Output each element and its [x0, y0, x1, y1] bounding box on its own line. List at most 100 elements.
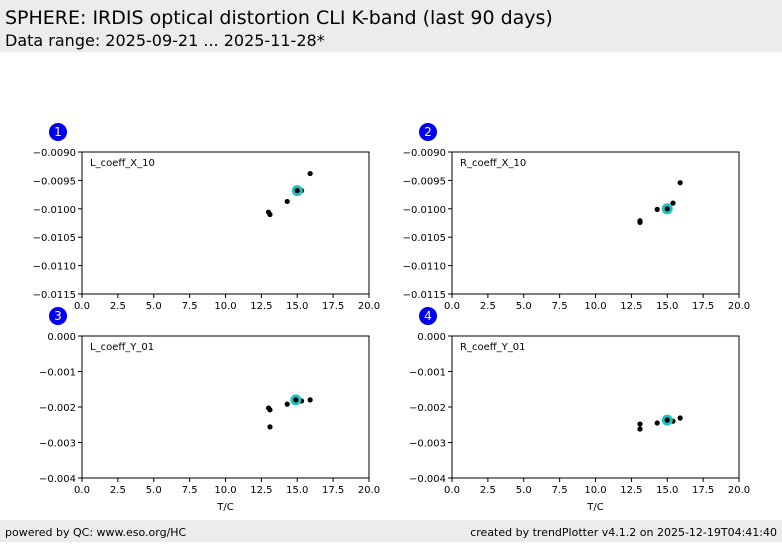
- x-tick-label: 10.0: [214, 301, 236, 312]
- footer-right: created by trendPlotter v4.1.2 on 2025-1…: [470, 526, 777, 539]
- x-tick-label: 12.5: [620, 485, 642, 496]
- plot-label: R_coeff_Y_01: [460, 342, 525, 353]
- x-tick-label: 20.0: [358, 301, 380, 312]
- highlight-center: [293, 397, 299, 403]
- footer-bar: [0, 520, 782, 542]
- highlight-center: [294, 188, 300, 194]
- data-point: [267, 407, 273, 413]
- x-tick-label: 20.0: [728, 301, 750, 312]
- y-tick-label: −0.0090: [33, 148, 76, 159]
- x-tick-label: 15.0: [656, 301, 678, 312]
- x-tick-label: 12.5: [250, 301, 272, 312]
- data-point: [267, 211, 273, 218]
- y-tick-label: −0.0110: [403, 262, 446, 273]
- x-tick-label: 17.5: [322, 301, 344, 312]
- x-tick-label: 12.5: [250, 485, 272, 496]
- data-point: [637, 426, 643, 432]
- data-point: [677, 180, 683, 186]
- x-tick-label: 5.0: [516, 301, 532, 312]
- data-point: [670, 200, 676, 206]
- y-tick-label: −0.0090: [403, 148, 446, 159]
- highlight-center: [664, 417, 670, 423]
- plot-label: L_coeff_X_10: [90, 158, 155, 169]
- data-point: [637, 421, 643, 427]
- panel-badge: [49, 123, 67, 141]
- y-tick-label: −0.001: [409, 368, 446, 379]
- x-tick-label: 5.0: [516, 485, 532, 496]
- highlight-center: [664, 206, 670, 212]
- y-tick-label: −0.003: [409, 439, 446, 450]
- plot-frame: [81, 335, 370, 479]
- x-tick-label: 2.5: [110, 485, 126, 496]
- y-tick-label: −0.001: [39, 368, 76, 379]
- x-tick-label: 7.5: [552, 301, 568, 312]
- x-tick-label: 15.0: [286, 485, 308, 496]
- x-tick-label: 15.0: [286, 301, 308, 312]
- x-tick-label: 0.0: [74, 485, 90, 496]
- x-tick-label: 0.0: [444, 301, 460, 312]
- data-point: [284, 401, 290, 407]
- x-tick-label: 15.0: [656, 485, 678, 496]
- panel-number: 4: [424, 309, 432, 323]
- x-tick-label: 2.5: [480, 301, 496, 312]
- panel-number: 3: [54, 309, 62, 323]
- header-bar: [0, 0, 782, 52]
- data-point: [307, 397, 313, 403]
- x-axis-label: T/C: [586, 502, 603, 513]
- y-tick-label: −0.0100: [403, 205, 446, 216]
- panel-badge: [419, 307, 437, 325]
- y-tick-label: −0.0115: [403, 290, 446, 301]
- x-axis-label: T/C: [216, 502, 233, 513]
- x-tick-label: 0.0: [444, 485, 460, 496]
- x-tick-label: 5.0: [146, 485, 162, 496]
- y-tick-label: −0.0110: [33, 262, 76, 273]
- panel-badge: [49, 307, 67, 325]
- y-tick-label: −0.0100: [33, 205, 76, 216]
- y-tick-label: −0.0105: [403, 233, 446, 244]
- y-tick-label: −0.0095: [33, 176, 76, 187]
- x-tick-label: 2.5: [480, 485, 496, 496]
- x-tick-label: 12.5: [620, 301, 642, 312]
- y-tick-label: 0.000: [417, 332, 446, 343]
- y-tick-label: 0.000: [47, 332, 76, 343]
- x-tick-label: 10.0: [584, 301, 606, 312]
- x-tick-label: 20.0: [358, 485, 380, 496]
- plot-frame: [451, 335, 740, 479]
- x-tick-label: 0.0: [74, 301, 90, 312]
- data-point: [267, 424, 273, 430]
- x-tick-label: 17.5: [322, 485, 344, 496]
- data-point: [637, 219, 643, 226]
- y-tick-label: −0.002: [409, 403, 446, 414]
- data-point: [654, 420, 660, 426]
- data-point: [307, 170, 313, 177]
- y-tick-label: −0.003: [39, 439, 76, 450]
- y-tick-label: −0.0115: [33, 290, 76, 301]
- data-point: [284, 198, 290, 205]
- plot-label: R_coeff_X_10: [460, 158, 526, 169]
- page-subtitle: Data range: 2025-09-21 ... 2025-11-28*: [5, 31, 325, 50]
- x-tick-label: 20.0: [728, 485, 750, 496]
- panel-badge: [419, 123, 437, 141]
- y-tick-label: −0.002: [39, 403, 76, 414]
- x-tick-label: 2.5: [110, 301, 126, 312]
- x-tick-label: 17.5: [692, 301, 714, 312]
- plot-frame: [451, 151, 740, 295]
- plot-frame: [81, 151, 370, 295]
- y-tick-label: −0.0105: [33, 233, 76, 244]
- x-tick-label: 17.5: [692, 485, 714, 496]
- page-title: SPHERE: IRDIS optical distortion CLI K-b…: [5, 7, 553, 29]
- data-point: [677, 415, 683, 421]
- footer-left: powered by QC: www.eso.org/HC: [5, 526, 187, 539]
- panel-number: 1: [54, 125, 62, 139]
- x-tick-label: 7.5: [182, 485, 198, 496]
- y-tick-label: −0.0095: [403, 176, 446, 187]
- plot-label: L_coeff_Y_01: [90, 342, 154, 353]
- x-tick-label: 10.0: [584, 485, 606, 496]
- x-tick-label: 7.5: [182, 301, 198, 312]
- y-tick-label: −0.004: [39, 474, 76, 485]
- x-tick-label: 7.5: [552, 485, 568, 496]
- x-tick-label: 5.0: [146, 301, 162, 312]
- data-point: [654, 206, 660, 212]
- x-tick-label: 10.0: [214, 485, 236, 496]
